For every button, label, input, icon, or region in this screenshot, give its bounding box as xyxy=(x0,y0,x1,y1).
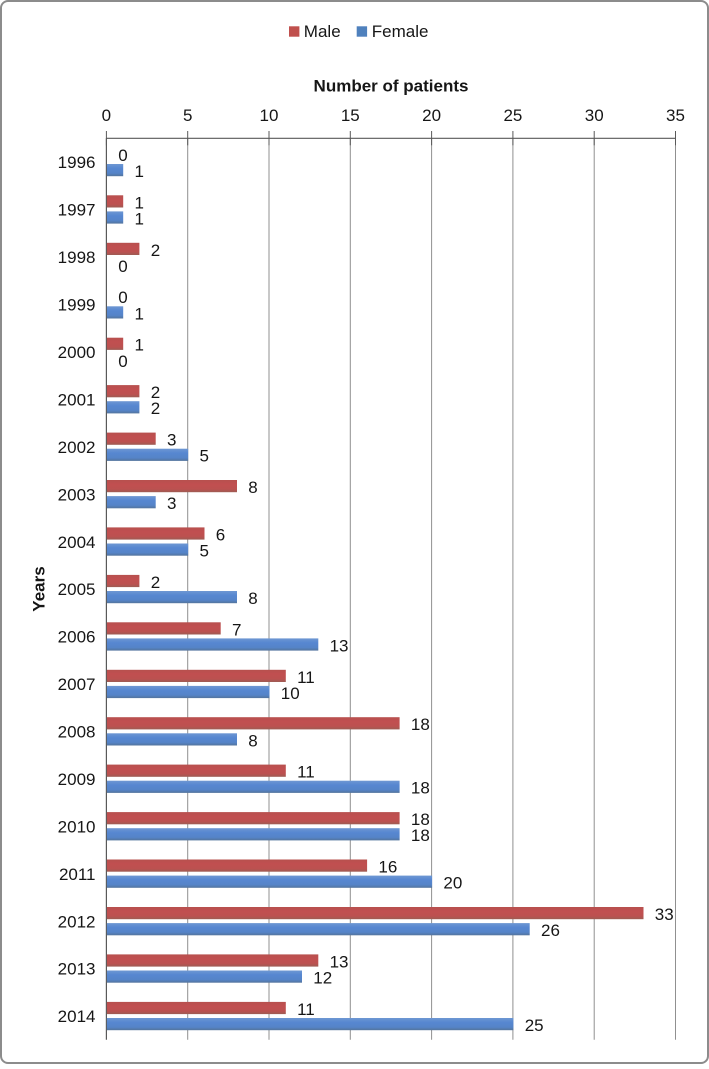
svg-text:2007: 2007 xyxy=(58,675,96,694)
svg-text:1: 1 xyxy=(135,209,144,228)
svg-text:26: 26 xyxy=(541,921,560,940)
svg-text:0: 0 xyxy=(118,146,127,165)
svg-text:8: 8 xyxy=(248,731,257,750)
svg-text:11: 11 xyxy=(297,1000,315,1019)
svg-text:25: 25 xyxy=(503,106,522,125)
svg-text:0: 0 xyxy=(118,257,127,276)
svg-text:2012: 2012 xyxy=(58,912,96,931)
svg-text:20: 20 xyxy=(443,874,462,893)
svg-text:2: 2 xyxy=(151,241,160,260)
svg-text:2005: 2005 xyxy=(58,580,96,599)
svg-text:0: 0 xyxy=(118,352,127,371)
svg-text:16: 16 xyxy=(378,858,397,877)
svg-text:1: 1 xyxy=(135,162,144,181)
svg-text:2: 2 xyxy=(151,573,160,592)
svg-text:2003: 2003 xyxy=(58,485,96,504)
svg-text:5: 5 xyxy=(200,542,209,561)
svg-text:2010: 2010 xyxy=(58,817,96,836)
svg-text:8: 8 xyxy=(248,478,257,497)
svg-text:2006: 2006 xyxy=(58,628,96,647)
svg-text:11: 11 xyxy=(297,763,315,782)
svg-text:2014: 2014 xyxy=(58,1007,96,1026)
svg-text:7: 7 xyxy=(232,620,241,639)
svg-text:25: 25 xyxy=(525,1016,544,1035)
svg-text:2002: 2002 xyxy=(58,438,96,457)
svg-text:2013: 2013 xyxy=(58,960,96,979)
svg-text:1996: 1996 xyxy=(58,153,96,172)
svg-text:3: 3 xyxy=(167,494,176,513)
svg-text:2001: 2001 xyxy=(58,390,96,409)
svg-text:13: 13 xyxy=(330,952,349,971)
svg-text:1: 1 xyxy=(135,336,144,355)
svg-text:Number of patients: Number of patients xyxy=(314,77,469,96)
svg-text:2011: 2011 xyxy=(59,865,96,884)
svg-text:2: 2 xyxy=(151,399,160,418)
svg-text:Male: Male xyxy=(304,22,341,41)
svg-text:11: 11 xyxy=(297,668,315,687)
svg-text:10: 10 xyxy=(281,684,300,703)
svg-text:15: 15 xyxy=(341,106,360,125)
svg-text:2000: 2000 xyxy=(58,343,96,362)
svg-text:5: 5 xyxy=(200,447,209,466)
svg-text:12: 12 xyxy=(313,969,332,988)
svg-text:5: 5 xyxy=(183,106,192,125)
svg-text:1999: 1999 xyxy=(58,296,96,315)
svg-text:1: 1 xyxy=(135,304,144,323)
svg-text:2009: 2009 xyxy=(58,770,96,789)
svg-text:1: 1 xyxy=(135,193,144,212)
svg-text:1997: 1997 xyxy=(58,201,96,220)
svg-text:30: 30 xyxy=(585,106,604,125)
svg-text:2004: 2004 xyxy=(58,533,96,552)
svg-text:0: 0 xyxy=(102,106,111,125)
svg-text:1998: 1998 xyxy=(58,248,96,267)
svg-text:18: 18 xyxy=(411,810,430,829)
svg-text:Female: Female xyxy=(372,22,429,41)
svg-text:0: 0 xyxy=(118,288,127,307)
svg-text:Years: Years xyxy=(30,566,49,611)
svg-text:10: 10 xyxy=(260,106,279,125)
svg-text:20: 20 xyxy=(422,106,441,125)
svg-text:2008: 2008 xyxy=(58,723,96,742)
svg-text:8: 8 xyxy=(248,589,257,608)
svg-text:6: 6 xyxy=(216,525,225,544)
svg-text:33: 33 xyxy=(655,905,674,924)
svg-text:18: 18 xyxy=(411,779,430,798)
svg-text:18: 18 xyxy=(411,826,430,845)
svg-text:2: 2 xyxy=(151,383,160,402)
svg-text:13: 13 xyxy=(330,636,349,655)
svg-text:35: 35 xyxy=(666,106,685,125)
svg-text:18: 18 xyxy=(411,715,430,734)
svg-text:3: 3 xyxy=(167,431,176,450)
